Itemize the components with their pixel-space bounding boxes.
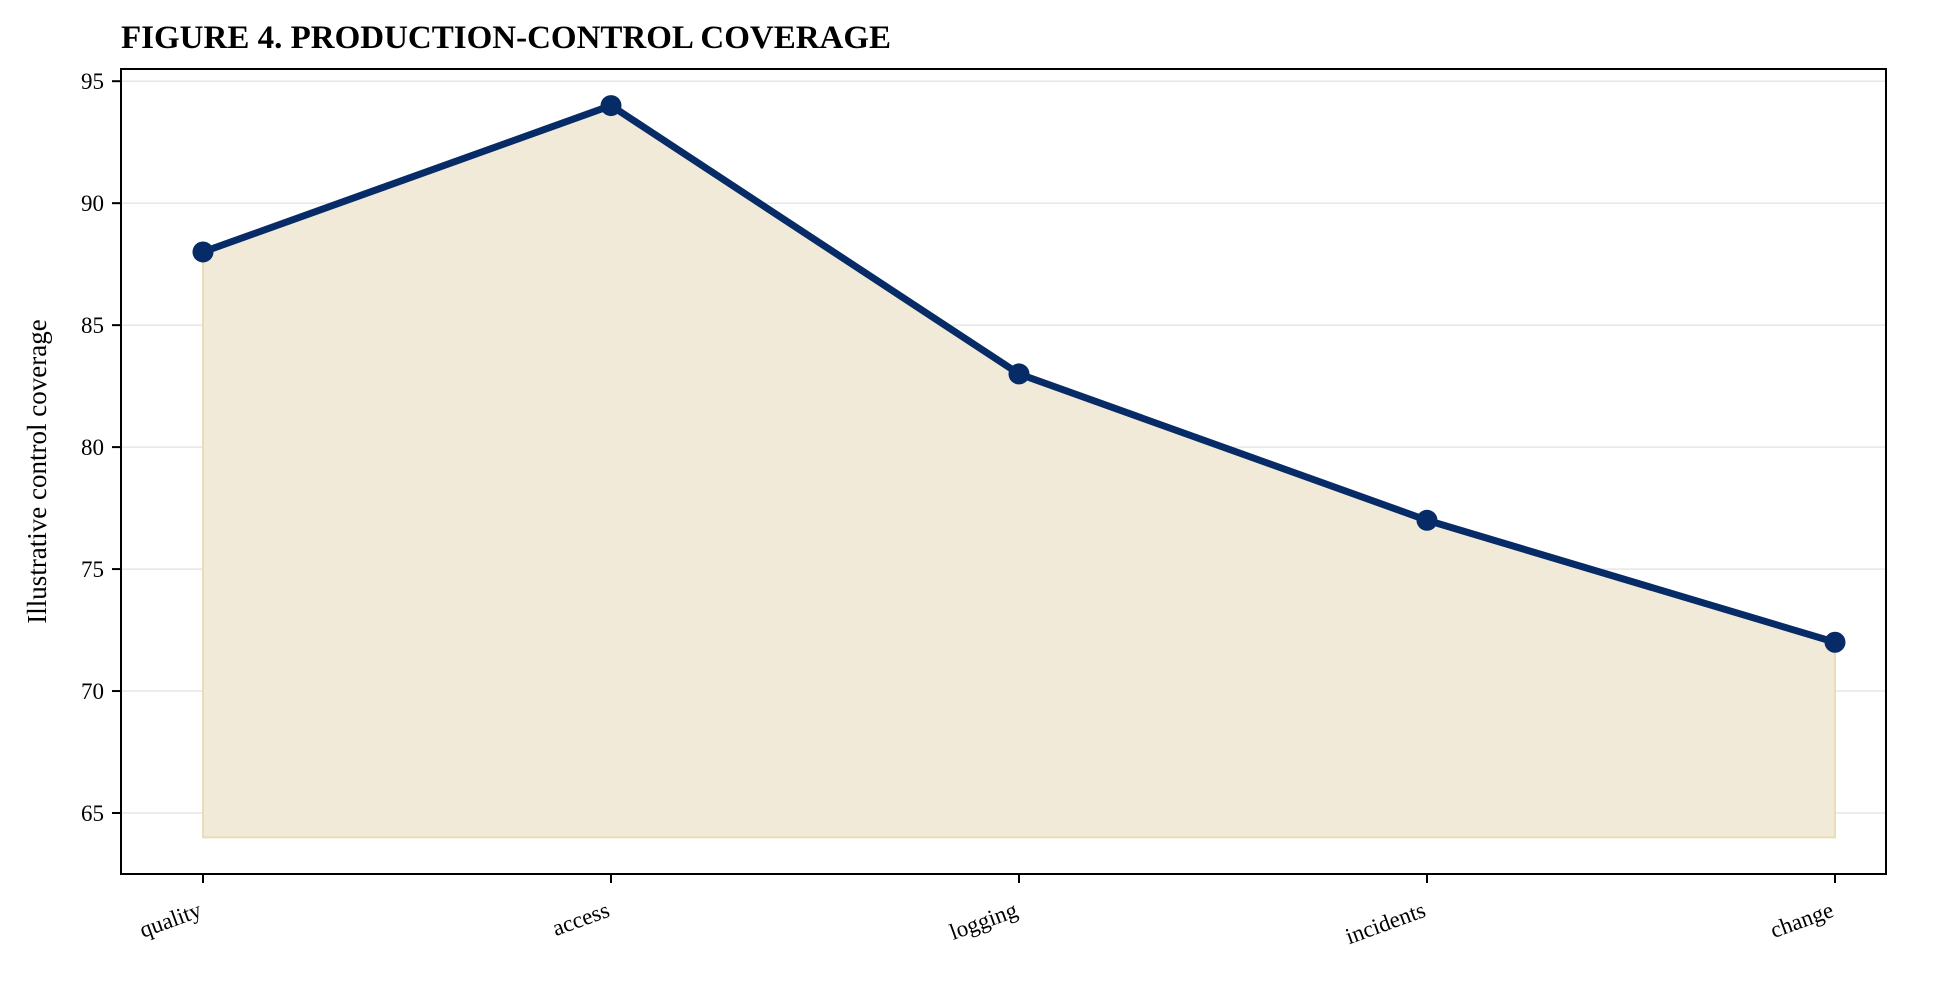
y-tick-label-75: 75	[81, 557, 104, 582]
x-tick-label-quality: quality	[136, 897, 205, 943]
data-point-incidents	[1416, 509, 1438, 531]
y-tick-label-65: 65	[81, 801, 104, 826]
data-point-change	[1824, 631, 1846, 653]
data-point-logging	[1008, 363, 1030, 385]
x-axis: quality access logging incidents change	[136, 874, 1837, 949]
y-tick-label-85: 85	[81, 313, 104, 338]
data-point-quality	[192, 241, 214, 263]
x-tick-label-incidents: incidents	[1342, 897, 1429, 949]
plot-frame	[120, 68, 1887, 875]
y-tick-label-70: 70	[81, 679, 104, 704]
y-axis: 65 70 75 80 85 90 95	[81, 69, 121, 826]
y-tick-label-95: 95	[81, 69, 104, 94]
y-tick-label-80: 80	[81, 435, 104, 460]
area-fill	[202, 104, 1836, 839]
data-points	[192, 95, 1846, 653]
y-axis-label: Illustrative control coverage	[22, 319, 52, 623]
y-tick-label-90: 90	[81, 191, 104, 216]
data-point-access	[600, 95, 622, 117]
chart-title: FIGURE 4. PRODUCTION-CONTROL COVERAGE	[121, 20, 891, 56]
x-tick-label-logging: logging	[946, 897, 1021, 945]
x-tick-label-change: change	[1767, 897, 1837, 943]
area-region	[202, 104, 1836, 839]
x-tick-label-access: access	[549, 897, 613, 941]
